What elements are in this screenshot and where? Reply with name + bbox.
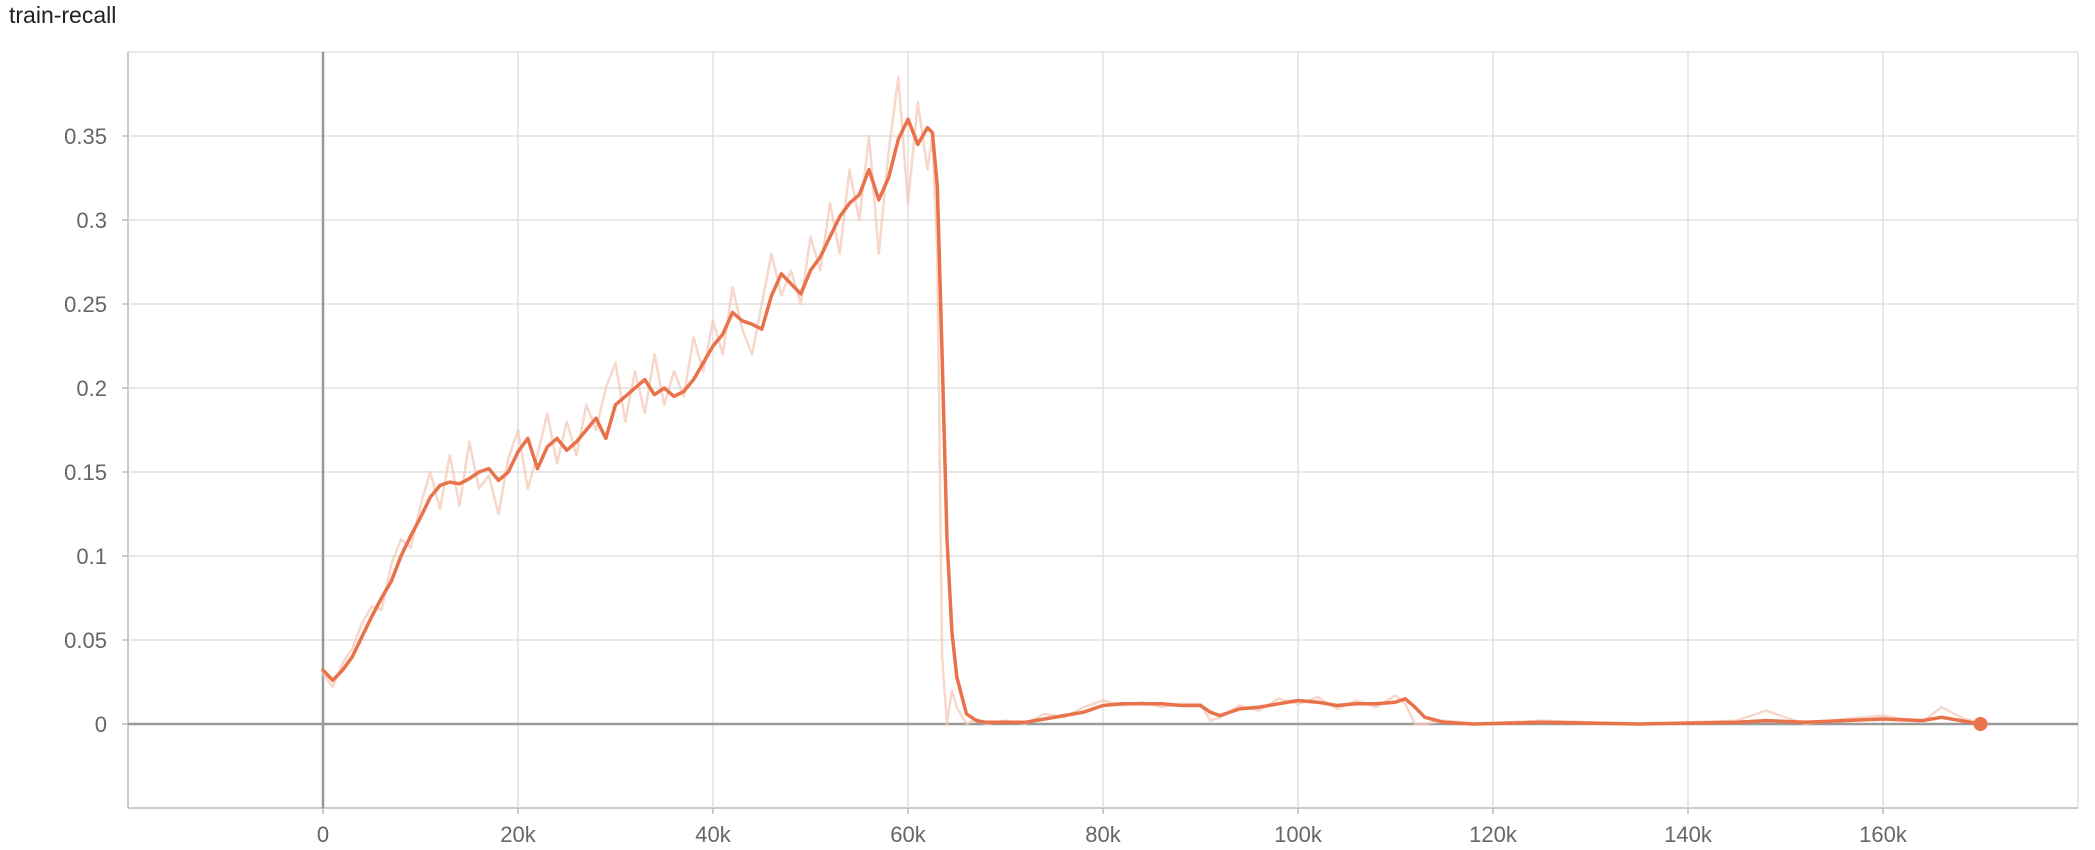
- label-layer: 0 0.05 0.1 0.15 0.2 0.25 0.3 0.35 0 20k 40k 60k 80k 1…: [64, 124, 1908, 847]
- x-tick-label: 160k: [1859, 822, 1908, 847]
- x-tick-label: 100k: [1274, 822, 1323, 847]
- axis-layer: [122, 52, 2078, 814]
- series-layer: [321, 75, 1988, 731]
- y-tick-label: 0.05: [64, 628, 107, 653]
- y-tick-label: 0: [95, 712, 107, 737]
- y-tick-label: 0.15: [64, 460, 107, 485]
- x-tick-label: 120k: [1469, 822, 1518, 847]
- y-tick-label: 0.25: [64, 292, 107, 317]
- x-tick-label: 140k: [1664, 822, 1713, 847]
- y-tick-label: 0.3: [76, 208, 107, 233]
- x-tick-label: 0: [317, 822, 329, 847]
- x-tick-label: 40k: [695, 822, 731, 847]
- chart-title: train-recall: [9, 2, 117, 28]
- grid-layer: [127, 51, 2079, 809]
- y-tick-label: 0.2: [76, 376, 107, 401]
- x-tick-label: 60k: [890, 822, 926, 847]
- y-tick-label: 0.1: [76, 544, 107, 569]
- x-tick-label: 20k: [500, 822, 536, 847]
- y-tick-label: 0.35: [64, 124, 107, 149]
- smoothed-series-line: [321, 117, 1983, 726]
- x-tick-label: 80k: [1085, 822, 1121, 847]
- series-end-point: [1973, 717, 1988, 731]
- raw-series-line: [321, 75, 1982, 726]
